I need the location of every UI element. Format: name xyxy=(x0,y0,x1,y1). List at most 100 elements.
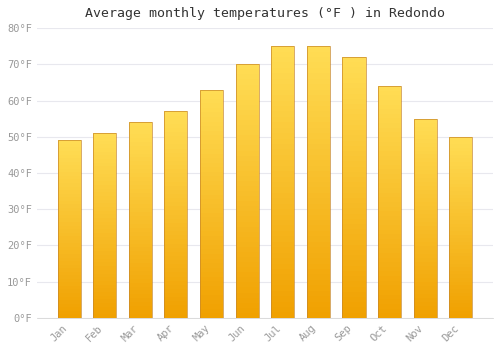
Bar xyxy=(342,307,365,313)
Bar xyxy=(128,302,152,306)
Bar xyxy=(164,140,188,145)
Bar xyxy=(342,146,365,151)
Bar xyxy=(236,181,258,186)
Bar xyxy=(128,255,152,259)
Bar xyxy=(342,302,365,307)
Bar xyxy=(164,306,188,310)
Bar xyxy=(342,104,365,109)
Bar xyxy=(200,240,223,245)
Bar xyxy=(414,294,436,298)
Bar xyxy=(93,285,116,288)
Bar xyxy=(93,307,116,310)
Bar xyxy=(271,57,294,62)
Bar xyxy=(449,220,472,224)
Bar xyxy=(164,132,188,136)
Bar xyxy=(58,279,80,282)
Bar xyxy=(200,176,223,181)
Bar xyxy=(307,182,330,188)
Bar xyxy=(307,307,330,313)
Bar xyxy=(93,251,116,255)
Bar xyxy=(236,85,258,90)
Bar xyxy=(128,232,152,236)
Bar xyxy=(378,272,401,276)
Bar xyxy=(200,272,223,277)
Bar xyxy=(128,165,152,169)
Bar xyxy=(378,169,401,174)
Bar xyxy=(236,150,258,155)
Bar xyxy=(449,191,472,195)
Bar xyxy=(93,303,116,307)
Bar xyxy=(378,128,401,132)
Bar xyxy=(307,280,330,285)
Bar xyxy=(164,202,188,206)
Bar xyxy=(307,100,330,106)
Bar xyxy=(200,281,223,286)
Bar xyxy=(271,220,294,225)
Bar xyxy=(93,133,116,318)
Bar xyxy=(164,206,188,210)
Bar xyxy=(200,163,223,167)
Bar xyxy=(271,74,294,79)
Bar xyxy=(449,227,472,231)
Bar xyxy=(93,144,116,148)
Bar xyxy=(200,103,223,108)
Bar xyxy=(236,222,258,226)
Bar xyxy=(164,264,188,268)
Bar xyxy=(58,140,80,144)
Bar xyxy=(58,155,80,158)
Bar xyxy=(307,46,330,51)
Bar xyxy=(449,293,472,296)
Bar xyxy=(378,285,401,290)
Bar xyxy=(236,171,258,176)
Bar xyxy=(58,190,80,194)
Bar xyxy=(164,190,188,194)
Bar xyxy=(449,245,472,249)
Bar xyxy=(58,169,80,172)
Bar xyxy=(236,232,258,237)
Bar xyxy=(58,307,80,311)
Bar xyxy=(342,292,365,297)
Bar xyxy=(236,105,258,110)
Bar xyxy=(93,248,116,251)
Bar xyxy=(236,186,258,191)
Bar xyxy=(307,133,330,139)
Bar xyxy=(271,264,294,269)
Bar xyxy=(271,133,294,139)
Bar xyxy=(236,69,258,75)
Bar xyxy=(58,204,80,208)
Bar xyxy=(93,240,116,244)
Bar xyxy=(449,249,472,253)
Bar xyxy=(414,139,436,142)
Bar xyxy=(271,198,294,204)
Bar xyxy=(378,206,401,211)
Bar xyxy=(449,162,472,166)
Bar xyxy=(128,228,152,232)
Bar xyxy=(378,253,401,258)
Bar xyxy=(342,78,365,83)
Bar xyxy=(128,287,152,290)
Bar xyxy=(93,314,116,318)
Bar xyxy=(236,267,258,272)
Bar xyxy=(128,283,152,287)
Bar xyxy=(200,300,223,304)
Bar xyxy=(378,188,401,193)
Bar xyxy=(236,161,258,166)
Bar xyxy=(200,154,223,158)
Bar xyxy=(271,144,294,149)
Bar xyxy=(449,144,472,148)
Bar xyxy=(236,120,258,125)
Bar xyxy=(342,219,365,224)
Bar xyxy=(449,231,472,234)
Bar xyxy=(93,259,116,262)
Bar xyxy=(236,125,258,130)
Bar xyxy=(378,211,401,216)
Bar xyxy=(378,239,401,244)
Bar xyxy=(164,310,188,314)
Bar xyxy=(58,162,80,165)
Bar xyxy=(200,268,223,272)
Bar xyxy=(93,177,116,181)
Bar xyxy=(307,84,330,90)
Bar xyxy=(164,231,188,235)
Bar xyxy=(200,231,223,236)
Bar xyxy=(200,254,223,259)
